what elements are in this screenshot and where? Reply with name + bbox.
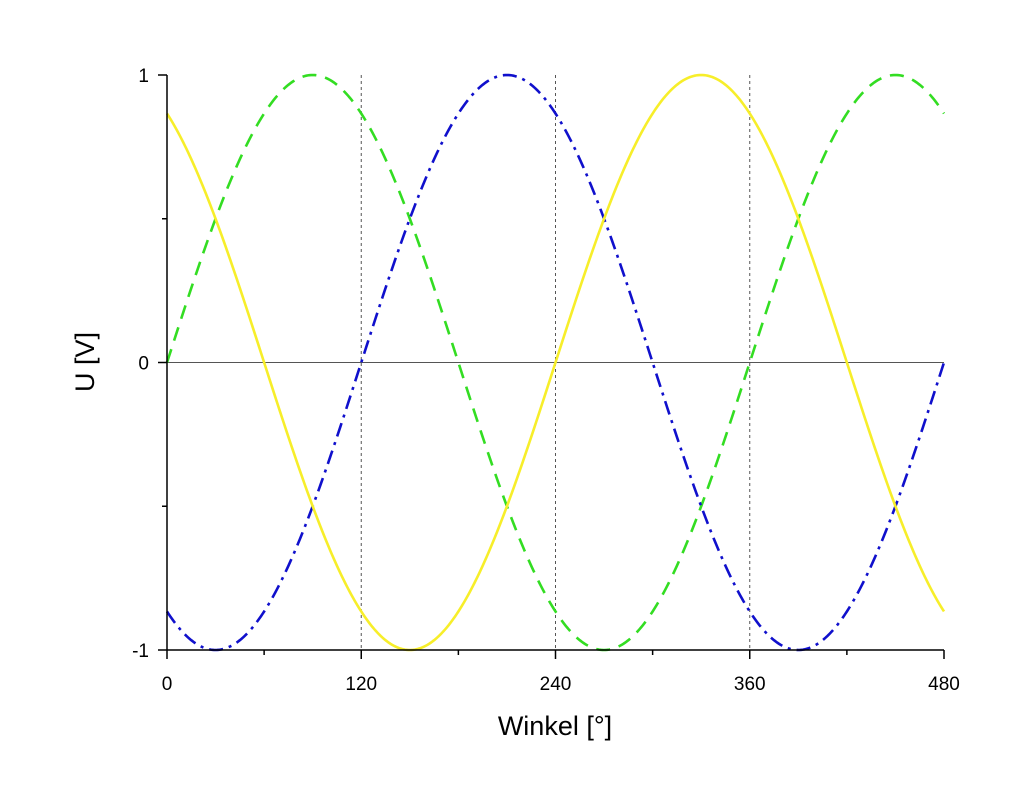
series-line-3 (165, 73, 946, 652)
y-axis-label: U [V] (70, 332, 100, 392)
x-tick-label: 0 (162, 674, 173, 695)
series-line-1 (165, 73, 946, 652)
y-tick-label: -1 (132, 641, 149, 662)
x-tick-label: 360 (734, 674, 766, 695)
ticks: 0 120 240 360 480 -1 0 1 (132, 66, 960, 695)
y-tick-label: 0 (138, 354, 149, 375)
x-tick-label: 120 (345, 674, 377, 695)
series-layer (165, 73, 946, 652)
x-axis-label: Winkel [°] (498, 711, 612, 741)
x-tick-label: 240 (540, 674, 572, 695)
y-tick-label: 1 (138, 66, 149, 87)
series-line-2 (165, 73, 946, 652)
x-tick-label: 480 (928, 674, 960, 695)
